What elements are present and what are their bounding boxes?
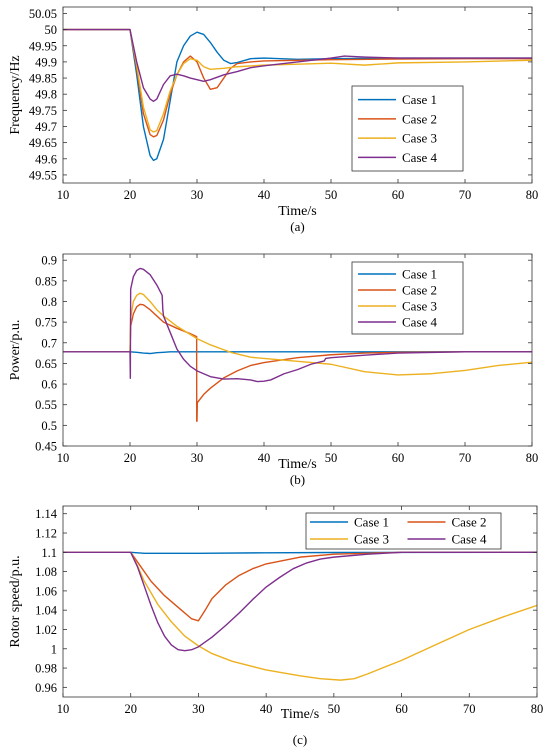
x-tick-label: 10 xyxy=(57,451,70,465)
legend-label: Case 3 xyxy=(402,131,437,146)
x-tick-label: 50 xyxy=(328,702,341,716)
series-line-case-3 xyxy=(63,551,537,681)
y-tick-label: 49.7 xyxy=(35,120,57,134)
x-tick-label: 70 xyxy=(459,188,472,202)
y-tick-label: 1 xyxy=(51,642,57,656)
x-tick-label: 40 xyxy=(258,451,271,465)
y-tick-label: 50.05 xyxy=(29,7,57,21)
y-tick-label: 49.65 xyxy=(29,136,57,150)
legend-label: Case 1 xyxy=(402,92,437,107)
legend-label: Case 3 xyxy=(402,299,437,314)
legend-label: Case 4 xyxy=(402,315,438,330)
y-tick-label: 1.04 xyxy=(35,604,58,618)
y-tick-label: 1.1 xyxy=(41,546,57,560)
series-line-case-2 xyxy=(63,28,532,138)
series-line-case-1 xyxy=(63,351,532,355)
y-tick-label: 1.12 xyxy=(35,527,57,541)
y-tick-label: 49.85 xyxy=(29,72,57,86)
x-tick-label: 40 xyxy=(260,702,273,716)
legend: Case 1 Case 2 Case 3 Case 4 xyxy=(305,512,502,550)
y-tick-label: 1.02 xyxy=(35,623,57,637)
x-tick-label: 80 xyxy=(526,188,539,202)
x-tick-label: 70 xyxy=(463,702,476,716)
chart-1: 10 20 30 40 50 60 70 80 0.45 0.5 0.55 0.6 0.65 0.7 0.7… xyxy=(8,253,539,487)
y-tick-label: 0.9 xyxy=(41,254,57,268)
x-tick-label: 60 xyxy=(395,702,408,716)
x-tick-label: 40 xyxy=(258,188,271,202)
subfigure-caption: (c) xyxy=(293,732,307,747)
series-line-case-4 xyxy=(63,267,532,383)
x-tick-label: 20 xyxy=(124,451,137,465)
series-line-case-2 xyxy=(63,551,537,622)
x-tick-label: 60 xyxy=(392,188,405,202)
y-tick-label: 49.8 xyxy=(35,88,57,102)
y-tick-label: 0.75 xyxy=(35,316,57,330)
chart-0: 10 20 30 40 50 60 70 80 49.55 49.6 49.65 49.7 49.75 4… xyxy=(8,6,539,234)
y-tick-label: 49.95 xyxy=(29,39,57,53)
x-tick-label: 70 xyxy=(459,451,472,465)
x-tick-label: 80 xyxy=(531,702,544,716)
x-tick-label: 10 xyxy=(57,188,70,202)
plot-frame xyxy=(62,6,533,184)
y-tick-label: 0.5 xyxy=(41,419,57,433)
series-line-case-2 xyxy=(63,303,532,422)
x-tick-label: 10 xyxy=(57,702,70,716)
y-axis-label: Frequency/Hz xyxy=(8,55,23,134)
legend-label: Case 2 xyxy=(452,515,487,530)
series-line-case-4 xyxy=(63,28,532,102)
legend: Case 1 Case 2 Case 3 Case 4 xyxy=(351,85,464,172)
series-line-case-4 xyxy=(63,551,537,652)
y-tick-label: 1.06 xyxy=(35,584,57,598)
legend-label: Case 4 xyxy=(452,532,488,547)
y-tick-label: 49.6 xyxy=(35,152,57,166)
legend-label: Case 2 xyxy=(402,283,437,298)
y-axis-label: Rotor speed/p.u. xyxy=(8,555,23,647)
y-tick-label: 0.8 xyxy=(41,295,57,309)
series-line-case-3 xyxy=(63,28,532,133)
x-tick-label: 30 xyxy=(191,451,204,465)
y-tick-label: 0.6 xyxy=(41,378,57,392)
x-tick-label: 60 xyxy=(392,451,405,465)
legend-label: Case 1 xyxy=(354,515,389,530)
y-tick-label: 0.65 xyxy=(35,357,57,371)
legend-label: Case 2 xyxy=(402,111,437,126)
y-axis-label: Power/p.u. xyxy=(8,320,23,381)
plot-frame xyxy=(62,505,538,698)
legend-label: Case 3 xyxy=(354,532,389,547)
y-tick-label: 49.55 xyxy=(29,168,57,182)
x-tick-label: 80 xyxy=(526,451,539,465)
series-line-case-3 xyxy=(63,292,532,376)
x-axis-label: Time/s xyxy=(278,204,316,219)
y-tick-label: 0.85 xyxy=(35,274,57,288)
y-tick-label: 0.7 xyxy=(41,336,57,350)
x-tick-label: 20 xyxy=(124,188,137,202)
y-tick-label: 0.45 xyxy=(35,440,57,454)
legend-box xyxy=(305,512,502,550)
plot-frame xyxy=(62,253,533,447)
subfigure-caption: (b) xyxy=(290,472,305,487)
y-tick-label: 50 xyxy=(45,23,58,37)
x-tick-label: 50 xyxy=(325,451,338,465)
x-tick-label: 30 xyxy=(192,702,205,716)
y-tick-label: 1.08 xyxy=(35,565,57,579)
series-line-case-1 xyxy=(63,28,532,162)
legend-label: Case 1 xyxy=(402,267,437,282)
y-tick-label: 0.55 xyxy=(35,398,57,412)
x-axis-label: Time/s xyxy=(278,457,316,472)
y-tick-label: 1.14 xyxy=(35,507,58,521)
x-axis-label: Time/s xyxy=(281,707,319,722)
legend-label: Case 4 xyxy=(402,150,438,165)
y-tick-label: 49.9 xyxy=(35,55,57,69)
x-tick-label: 30 xyxy=(191,188,204,202)
y-tick-label: 0.96 xyxy=(35,681,57,695)
x-tick-label: 50 xyxy=(325,188,338,202)
y-tick-label: 0.98 xyxy=(35,662,57,676)
subfigure-caption: (a) xyxy=(290,219,304,234)
y-tick-label: 49.75 xyxy=(29,104,57,118)
chart-2: 10 20 30 40 50 60 70 80 0.96 0.98 1 1.02 1.04 1.06 1.0… xyxy=(8,505,544,747)
x-tick-label: 20 xyxy=(124,702,137,716)
